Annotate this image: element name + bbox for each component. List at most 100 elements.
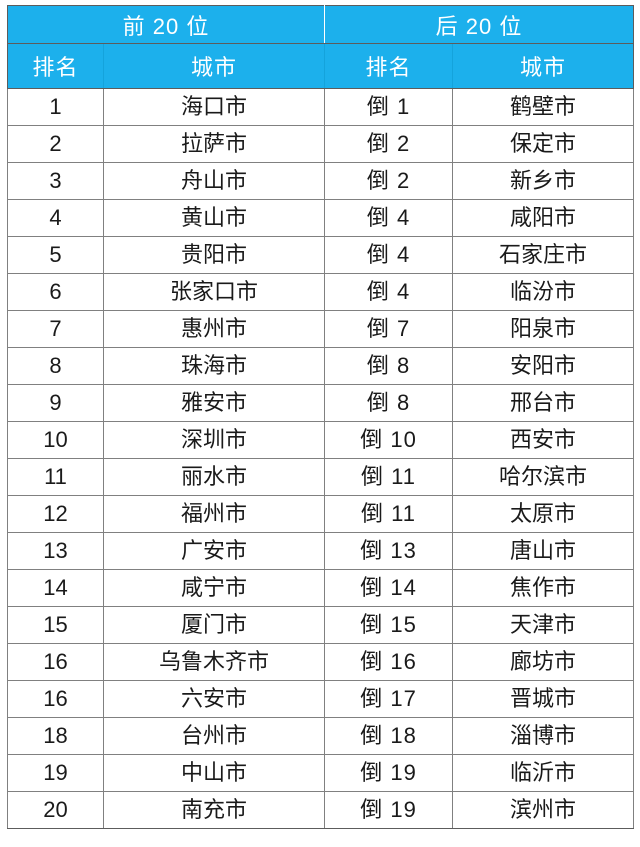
cell-rank-top-text: 2 — [49, 131, 62, 156]
cell-rank-bottom: 倒 2 — [324, 162, 454, 200]
table-row: 2 拉萨市 倒 2 保定市 — [7, 125, 635, 163]
cell-rank-top: 6 — [7, 273, 104, 311]
cell-rank-bottom-text: 倒 10 — [360, 427, 417, 452]
cell-rank-top-text: 13 — [43, 538, 68, 563]
cell-city-top: 中山市 — [102, 754, 326, 792]
column-header-city-right: 城市 — [452, 43, 635, 89]
cell-city-top: 惠州市 — [102, 310, 326, 348]
group-header-bottom20: 后 20 位 — [324, 5, 635, 44]
cell-city-bottom-text: 新乡市 — [510, 168, 577, 193]
table-row: 7 惠州市 倒 7 阳泉市 — [7, 310, 635, 348]
cell-rank-bottom-text: 倒 8 — [366, 390, 411, 415]
cell-rank-bottom-text: 倒 16 — [360, 649, 417, 674]
cell-city-bottom: 安阳市 — [452, 347, 635, 385]
table-row: 6 张家口市 倒 4 临汾市 — [7, 273, 635, 311]
table-body: 1 海口市倒 1 鹤壁市 2 拉萨市倒 2 保定市 3 舟山市倒 2 新乡市 4 黄山市倒 4 咸阳市… — [7, 88, 635, 829]
cell-city-top-text: 台州市 — [181, 723, 248, 748]
table-row: 10 深圳市 倒 10 西安市 — [7, 421, 635, 459]
cell-rank-bottom-text: 倒 18 — [360, 723, 417, 748]
cell-rank-top: 5 — [7, 236, 104, 274]
cell-city-bottom: 临沂市 — [452, 754, 635, 792]
cell-rank-top-text: 3 — [49, 168, 62, 193]
cell-rank-bottom: 倒 17 — [324, 680, 454, 718]
city-ranking-table: 前 20 位 后 20 位 排名 城市 排名 城市 1 海口市 倒 1 鹤壁市 2 拉萨市… — [6, 5, 635, 829]
cell-rank-top: 13 — [7, 532, 104, 570]
cell-city-top: 福州市 — [102, 495, 326, 533]
cell-city-top-text: 丽水市 — [181, 464, 248, 489]
cell-rank-bottom: 倒 19 — [324, 754, 454, 792]
cell-city-top: 深圳市 — [102, 421, 326, 459]
cell-rank-top-text: 14 — [43, 575, 68, 600]
cell-rank-bottom: 倒 4 — [324, 236, 454, 274]
cell-city-bottom-text: 焦作市 — [510, 575, 577, 600]
cell-rank-top: 15 — [7, 606, 104, 644]
cell-city-bottom: 晋城市 — [452, 680, 635, 718]
cell-city-top-text: 咸宁市 — [181, 575, 248, 600]
cell-rank-bottom-text: 倒 4 — [366, 205, 411, 230]
table-header: 前 20 位 后 20 位 排名 城市 排名 城市 — [6, 5, 635, 89]
table-row: 15 厦门市 倒 15 天津市 — [7, 606, 635, 644]
cell-rank-top: 2 — [7, 125, 104, 163]
cell-rank-bottom: 倒 19 — [324, 791, 454, 829]
cell-city-top: 海口市 — [102, 88, 326, 126]
cell-city-bottom: 石家庄市 — [452, 236, 635, 274]
cell-rank-bottom: 倒 2 — [324, 125, 454, 163]
cell-rank-top-text: 1 — [49, 94, 62, 119]
cell-rank-top: 8 — [7, 347, 104, 385]
cell-city-top: 乌鲁木齐市 — [102, 643, 326, 681]
cell-city-bottom-text: 天津市 — [510, 612, 577, 637]
cell-city-bottom-text: 安阳市 — [510, 353, 577, 378]
cell-city-top-text: 珠海市 — [181, 353, 248, 378]
cell-rank-bottom: 倒 4 — [324, 273, 454, 311]
cell-city-top-text: 舟山市 — [181, 168, 248, 193]
cell-city-bottom: 新乡市 — [452, 162, 635, 200]
cell-rank-bottom-text: 倒 7 — [366, 316, 411, 341]
column-header-city-left: 城市 — [102, 43, 326, 89]
cell-city-top: 六安市 — [102, 680, 326, 718]
cell-rank-bottom: 倒 8 — [324, 347, 454, 385]
column-header-rank-left: 排名 — [7, 43, 104, 89]
table-row: 11 丽水市 倒 11 哈尔滨市 — [7, 458, 635, 496]
cell-city-bottom-text: 鹤壁市 — [510, 94, 577, 119]
cell-rank-top-text: 6 — [49, 279, 62, 304]
cell-city-bottom-text: 唐山市 — [510, 538, 577, 563]
cell-city-top: 广安市 — [102, 532, 326, 570]
cell-rank-top: 7 — [7, 310, 104, 348]
cell-rank-top: 11 — [7, 458, 104, 496]
cell-city-bottom-text: 滨州市 — [510, 797, 577, 822]
cell-city-bottom: 保定市 — [452, 125, 635, 163]
cell-rank-bottom: 倒 13 — [324, 532, 454, 570]
cell-rank-top: 19 — [7, 754, 104, 792]
cell-rank-top: 1 — [7, 88, 104, 126]
cell-city-top: 丽水市 — [102, 458, 326, 496]
cell-city-bottom: 鹤壁市 — [452, 88, 635, 126]
group-header-top20: 前 20 位 — [6, 5, 326, 44]
cell-rank-top-text: 16 — [43, 686, 68, 711]
table-row: 16 六安市 倒 17 晋城市 — [7, 680, 635, 718]
cell-rank-top: 3 — [7, 162, 104, 200]
cell-city-top: 雅安市 — [102, 384, 326, 422]
cell-city-top: 珠海市 — [102, 347, 326, 385]
cell-rank-bottom: 倒 11 — [324, 495, 454, 533]
cell-city-bottom-text: 晋城市 — [510, 686, 577, 711]
cell-rank-top: 10 — [7, 421, 104, 459]
cell-city-top: 张家口市 — [102, 273, 326, 311]
cell-rank-top-text: 8 — [49, 353, 62, 378]
cell-rank-top: 18 — [7, 717, 104, 755]
cell-rank-bottom-text: 倒 17 — [360, 686, 417, 711]
cell-city-bottom: 哈尔滨市 — [452, 458, 635, 496]
cell-city-top-text: 广安市 — [181, 538, 248, 563]
cell-city-top-text: 黄山市 — [181, 205, 248, 230]
cell-city-top: 黄山市 — [102, 199, 326, 237]
cell-city-bottom-text: 哈尔滨市 — [499, 464, 588, 489]
cell-rank-top: 16 — [7, 643, 104, 681]
cell-rank-bottom-text: 倒 11 — [361, 501, 416, 526]
cell-city-bottom: 廊坊市 — [452, 643, 635, 681]
cell-city-top-text: 张家口市 — [170, 279, 259, 304]
cell-city-top: 贵阳市 — [102, 236, 326, 274]
cell-rank-top: 12 — [7, 495, 104, 533]
cell-city-bottom: 焦作市 — [452, 569, 635, 607]
cell-city-bottom-text: 廊坊市 — [510, 649, 577, 674]
cell-rank-top-text: 7 — [49, 316, 62, 341]
table-row: 5 贵阳市 倒 4 石家庄市 — [7, 236, 635, 274]
